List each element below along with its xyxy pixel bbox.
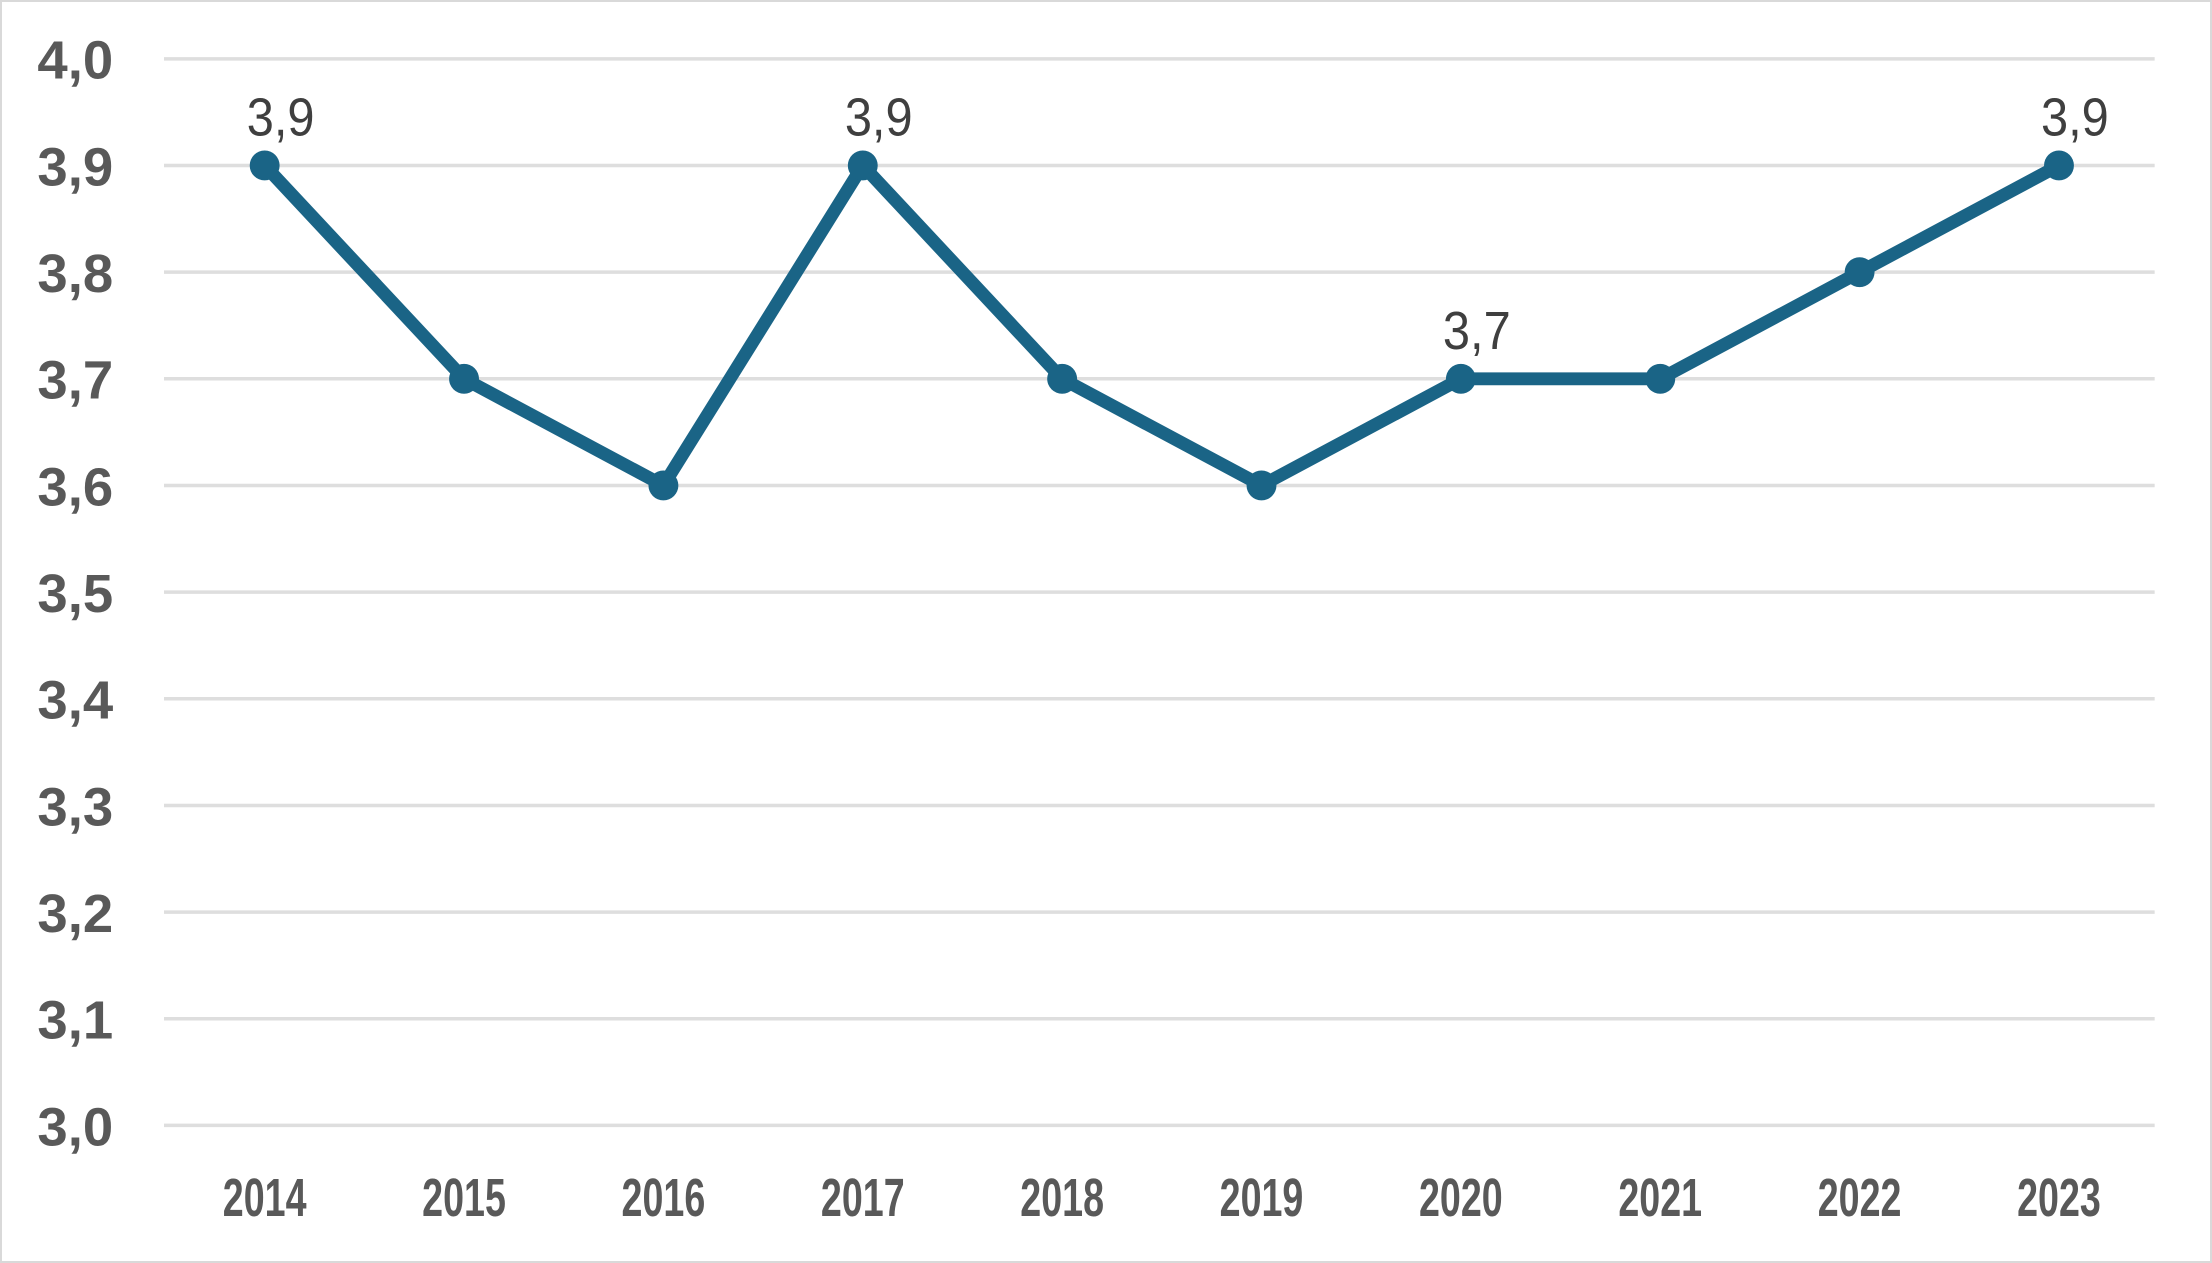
x-tick-label: 2017: [821, 1168, 905, 1228]
y-tick-label: 3,9: [37, 137, 113, 197]
x-tick-label: 2016: [622, 1168, 706, 1228]
chart-line: [258, 159, 2066, 492]
y-tick-label: 3,8: [37, 244, 113, 304]
data-point-label: 3,9: [247, 88, 315, 148]
data-point: [1047, 363, 1078, 394]
x-tick-label: 2014: [223, 1168, 307, 1228]
y-tick-label: 3,4: [37, 671, 113, 731]
x-tick-label: 2015: [422, 1168, 506, 1228]
y-tick-label: 3,0: [37, 1097, 113, 1157]
data-point: [1445, 363, 1476, 394]
data-point: [648, 470, 679, 501]
y-tick-label: 3,7: [37, 351, 113, 411]
y-tick-label: 3,6: [37, 457, 113, 517]
data-point: [449, 363, 479, 394]
x-tick-label: 2019: [1220, 1168, 1304, 1228]
y-tick-label: 3,5: [37, 564, 113, 624]
x-tick-label: 2023: [2017, 1168, 2101, 1228]
data-point: [847, 150, 878, 181]
data-point: [1246, 470, 1277, 501]
x-tick-label: 2020: [1419, 1168, 1503, 1228]
data-point-label: 3,9: [845, 88, 913, 148]
x-tick-label: 2018: [1020, 1168, 1104, 1228]
x-tick-label: 2021: [1618, 1168, 1702, 1228]
data-point: [249, 150, 280, 181]
data-point: [2044, 150, 2074, 181]
y-tick-label: 3,3: [37, 777, 113, 837]
data-point-label: 3,9: [2041, 88, 2109, 148]
y-tick-label: 4,0: [37, 31, 113, 91]
data-point-label: 3,7: [1443, 301, 1511, 361]
data-point: [1844, 257, 1875, 288]
x-tick-label: 2022: [1818, 1168, 1902, 1228]
y-tick-label: 3,2: [37, 884, 113, 944]
y-tick-label: 3,1: [37, 991, 113, 1051]
data-point: [1645, 363, 1676, 394]
